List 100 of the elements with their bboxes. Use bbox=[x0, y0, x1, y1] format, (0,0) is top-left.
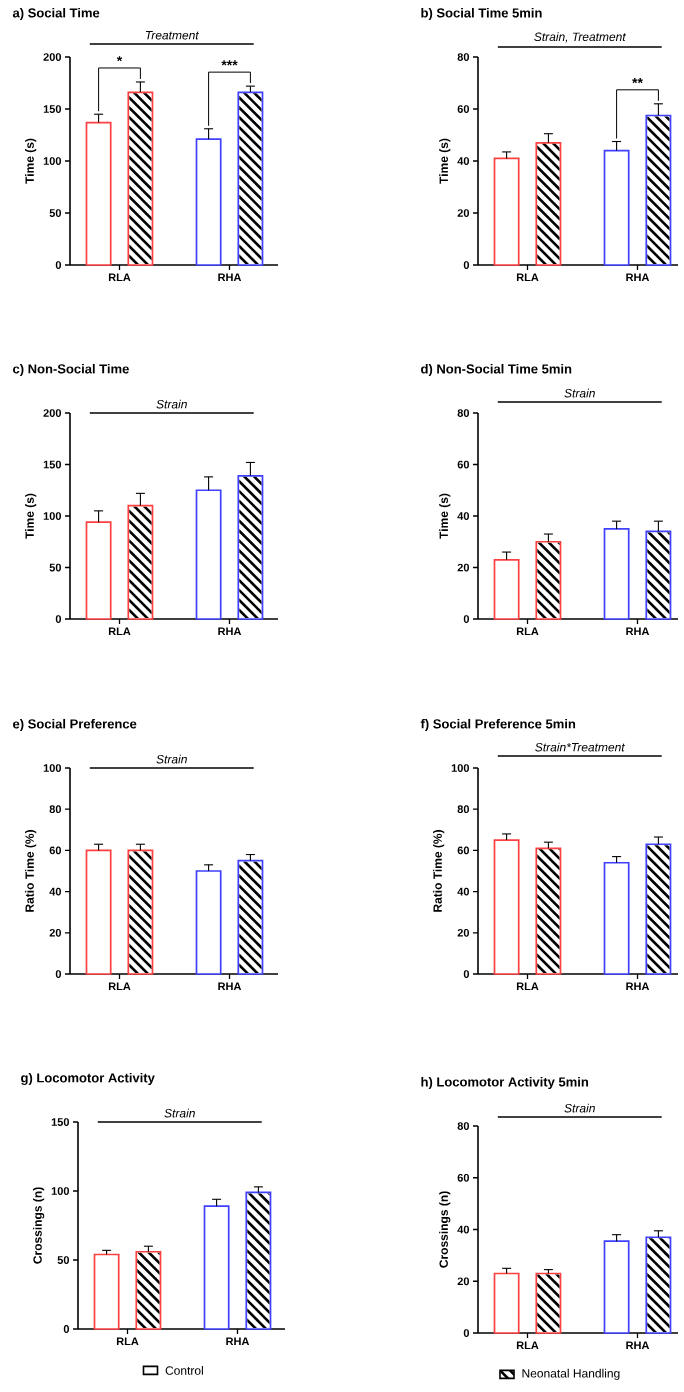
y-tick-label: 80 bbox=[457, 409, 470, 417]
y-axis-title: Time (s) bbox=[25, 138, 37, 184]
y-tick-label: 0 bbox=[55, 615, 62, 623]
bar bbox=[203, 1205, 230, 1330]
y-tick-label: 80 bbox=[457, 805, 470, 814]
text: Treatment bbox=[145, 31, 200, 40]
annotation: *** bbox=[221, 60, 238, 66]
text: Strain*Treatment bbox=[535, 742, 626, 752]
y-tick-label: 80 bbox=[49, 805, 62, 814]
y-tick-label: 0 bbox=[463, 1329, 470, 1337]
y-axis-title: Ratio Time (%) bbox=[433, 830, 445, 912]
y-tick-label: 0 bbox=[463, 970, 470, 978]
y-tick-label: 200 bbox=[43, 409, 62, 417]
bar bbox=[493, 1272, 520, 1334]
y-tick-label: 150 bbox=[43, 460, 62, 469]
y-tick-label: 150 bbox=[43, 105, 62, 113]
y-axis-title: Crossings (n) bbox=[439, 1191, 451, 1268]
x-tick-label: RHA bbox=[218, 273, 242, 282]
x-tick-label: RLA bbox=[108, 273, 131, 282]
text: Strain bbox=[564, 1103, 595, 1113]
y-tick-label: 200 bbox=[43, 53, 62, 61]
y-tick-label: 0 bbox=[463, 261, 470, 269]
y-axis-title: Ratio Time (%) bbox=[25, 830, 37, 912]
annotation: * bbox=[116, 56, 123, 62]
chart-title: b) Social Time 5min bbox=[421, 7, 542, 21]
x-tick-label: RLA bbox=[108, 982, 131, 991]
bar bbox=[85, 521, 112, 620]
bar bbox=[85, 849, 112, 975]
y-axis-title: Time (s) bbox=[25, 493, 37, 539]
chart-title: e) Social Preference bbox=[13, 718, 137, 732]
y-tick-label: 20 bbox=[457, 563, 470, 572]
x-tick-label: RLA bbox=[516, 273, 539, 282]
bar bbox=[493, 157, 520, 266]
y-tick-label: 50 bbox=[49, 563, 62, 572]
text: Strain bbox=[564, 388, 595, 398]
annotation: ** bbox=[632, 77, 643, 84]
y-axis-title: Time (s) bbox=[439, 138, 451, 184]
y-tick-label: 60 bbox=[457, 460, 470, 469]
y-tick-label: 100 bbox=[51, 1187, 70, 1195]
y-tick-label: 0 bbox=[55, 970, 62, 978]
bar bbox=[493, 558, 520, 620]
y-tick-label: 40 bbox=[457, 157, 470, 165]
x-tick-label: RLA bbox=[516, 1341, 539, 1350]
x-tick-label: RHA bbox=[626, 982, 650, 991]
y-tick-label: 100 bbox=[43, 764, 62, 772]
bar bbox=[195, 489, 222, 620]
bar bbox=[603, 1240, 630, 1334]
bar bbox=[195, 870, 222, 975]
y-tick-label: 150 bbox=[51, 1118, 70, 1126]
y-axis-title: Crossings (n) bbox=[33, 1187, 45, 1264]
y-tick-label: 20 bbox=[49, 928, 62, 937]
bar bbox=[603, 528, 630, 620]
x-tick-label: RHA bbox=[218, 627, 242, 636]
y-tick-label: 100 bbox=[451, 764, 469, 772]
chart-title: g) Locomotor Activity bbox=[21, 1072, 155, 1086]
text: Neonatal Handling bbox=[522, 1368, 620, 1380]
x-tick-label: RHA bbox=[626, 273, 650, 282]
text: Strain bbox=[164, 1108, 195, 1118]
y-tick-label: 60 bbox=[457, 846, 470, 855]
y-tick-label: 50 bbox=[57, 1256, 70, 1264]
y-tick-label: 20 bbox=[457, 1277, 470, 1286]
bar bbox=[195, 138, 222, 266]
y-tick-label: 60 bbox=[457, 1173, 470, 1182]
x-tick-label: RHA bbox=[626, 627, 650, 636]
y-tick-label: 100 bbox=[43, 157, 62, 165]
chart-title: c) Non-Social Time bbox=[13, 363, 129, 377]
y-tick-label: 60 bbox=[457, 105, 470, 113]
chart-title: d) Non-Social Time 5min bbox=[421, 363, 572, 377]
chart-title: h) Locomotor Activity 5min bbox=[421, 1076, 589, 1090]
y-axis-title: Time (s) bbox=[439, 493, 451, 539]
y-tick-label: 0 bbox=[63, 1325, 70, 1333]
x-tick-label: RHA bbox=[218, 982, 242, 991]
bar bbox=[603, 149, 630, 266]
text: Strain, Treatment bbox=[534, 32, 627, 43]
y-tick-label: 60 bbox=[49, 846, 62, 855]
bar bbox=[85, 121, 112, 266]
text: Strain bbox=[156, 754, 187, 764]
chart-title: a) Social Time bbox=[12, 7, 100, 21]
text: Strain bbox=[156, 399, 187, 409]
x-tick-label: RHA bbox=[226, 1337, 250, 1346]
y-tick-label: 0 bbox=[463, 615, 470, 623]
x-tick-label: RLA bbox=[516, 982, 539, 991]
y-tick-label: 0 bbox=[55, 261, 62, 269]
y-tick-label: 40 bbox=[49, 887, 62, 896]
y-tick-label: 50 bbox=[49, 209, 62, 217]
x-tick-label: RLA bbox=[108, 627, 131, 636]
x-tick-label: RHA bbox=[626, 1341, 650, 1350]
x-tick-label: RLA bbox=[516, 627, 539, 636]
x-tick-label: RLA bbox=[116, 1337, 139, 1346]
y-tick-label: 20 bbox=[457, 928, 470, 937]
y-tick-label: 40 bbox=[457, 1225, 470, 1234]
y-tick-label: 80 bbox=[457, 53, 470, 61]
bar bbox=[93, 1253, 120, 1330]
y-tick-label: 100 bbox=[43, 512, 62, 520]
y-tick-label: 80 bbox=[457, 1122, 470, 1130]
y-tick-label: 40 bbox=[457, 512, 470, 520]
y-tick-label: 20 bbox=[457, 209, 470, 217]
chart-title: f) Social Preference 5min bbox=[420, 718, 576, 732]
text: Control bbox=[165, 1366, 203, 1375]
y-tick-label: 40 bbox=[457, 887, 470, 896]
